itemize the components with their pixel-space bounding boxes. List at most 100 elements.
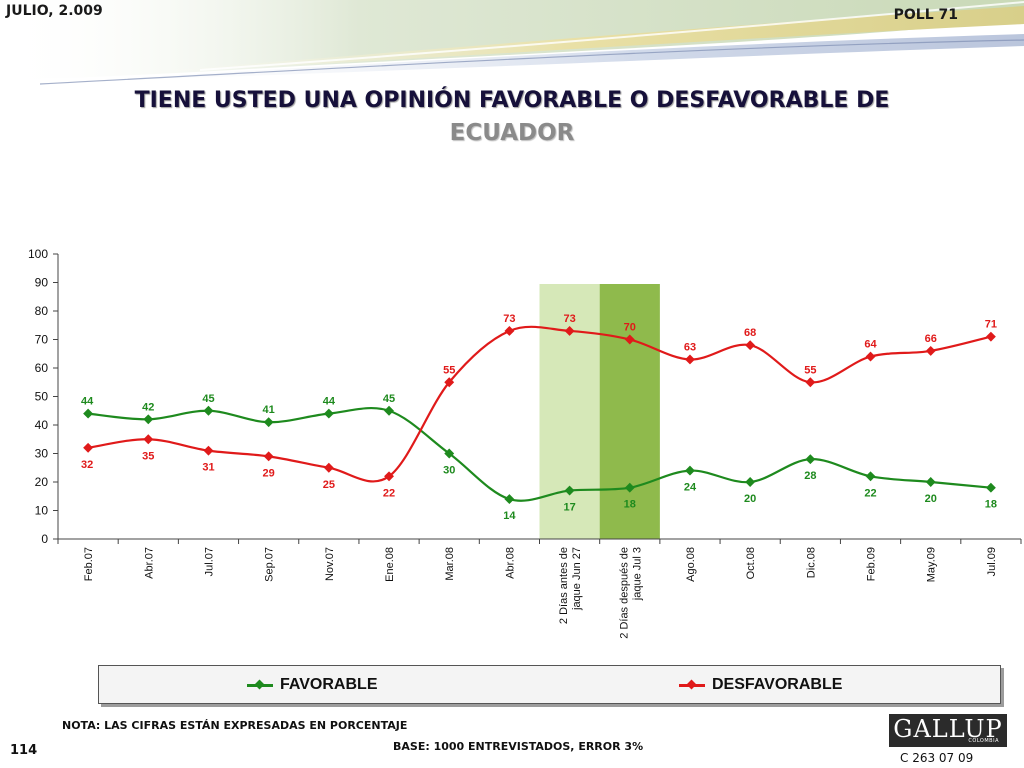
sample-base-note: BASE: 1000 ENTREVISTADOS, ERROR 3% (393, 740, 644, 753)
favorable-data-label: 14 (503, 510, 516, 522)
desfavorable-data-label: 68 (744, 327, 756, 339)
legend-item-favorable: FAVORABLE (247, 666, 377, 703)
favorable-point (83, 408, 94, 419)
favorable-point (263, 417, 274, 428)
legend-label-favorable: FAVORABLE (280, 675, 378, 693)
favorable-data-label: 45 (202, 393, 214, 405)
favorable-series-marker-icon (247, 678, 273, 692)
favorable-data-label: 24 (684, 482, 697, 494)
x-tick-label: Oct.08 (745, 547, 757, 579)
favorable-point (203, 405, 214, 416)
desfavorable-data-label: 66 (925, 333, 937, 345)
y-tick-label: 0 (41, 532, 48, 546)
desfavorable-series-line (87, 325, 992, 483)
chart-title-line2: ECUADOR (449, 120, 575, 146)
favorable-point (624, 482, 635, 493)
favorable-data-label: 44 (81, 396, 94, 408)
favorable-data-label: 44 (323, 396, 336, 408)
desfavorable-data-label: 71 (985, 319, 997, 331)
favorable-point (745, 477, 756, 487)
x-tick-label: Ago.08 (685, 547, 697, 582)
y-tick-label: 80 (35, 304, 49, 318)
desfavorable-data-label: 55 (443, 364, 455, 376)
footnote: NOTA: LAS CIFRAS ESTÁN EXPRESADAS EN POR… (62, 719, 408, 732)
desfavorable-data-label: 32 (81, 459, 93, 471)
favorable-series-line (87, 407, 992, 502)
poll-number: POLL 71 (893, 7, 958, 23)
favorable-point (985, 482, 996, 493)
favorable-point (504, 494, 515, 505)
favorable-data-label: 20 (925, 493, 937, 505)
desfavorable-point (685, 354, 695, 365)
logo-subtext: COLOMBIA (968, 738, 999, 744)
desfavorable-point (925, 345, 936, 356)
favorable-point (865, 471, 876, 482)
favorable-point (444, 448, 455, 459)
desfavorable-point (865, 351, 876, 362)
desfavorable-data-label: 31 (202, 462, 214, 474)
desfavorable-point (564, 326, 575, 336)
x-tick-label: Dic.08 (805, 547, 817, 578)
report-date: JULIO, 2.009 (6, 3, 103, 19)
line-chart: 0 10 20 30 40 50 60 70 80 90 100 Feb.07 Abr.07 Jul.07… (28, 247, 1022, 639)
favorable-data-label: 20 (744, 493, 756, 505)
desfavorable-point (985, 331, 996, 342)
favorable-data-label: 22 (864, 487, 876, 499)
favorable-data-label: 45 (383, 393, 395, 405)
x-tick-label: Sep.07 (264, 547, 276, 582)
desfavorable-point (83, 442, 94, 453)
desfavorable-data-label: 73 (563, 313, 575, 325)
favorable-point (143, 414, 154, 425)
desfavorable-data-label: 25 (323, 479, 335, 491)
desfavorable-point (263, 451, 274, 462)
desfavorable-data-label: 22 (383, 487, 395, 499)
x-tick-label: Abr.08 (504, 547, 516, 579)
desfavorable-point (745, 340, 756, 351)
desfavorable-data-label: 70 (624, 322, 636, 334)
y-tick-label: 60 (35, 361, 49, 375)
y-tick-label: 100 (28, 247, 48, 261)
x-tick-label: May.09 (926, 547, 938, 582)
chart-title-line1: TIENE USTED UNA OPINIÓN FAVORABLE O DESF… (134, 88, 890, 113)
favorable-data-label: 30 (443, 465, 455, 477)
desfavorable-data-label: 73 (503, 313, 515, 325)
desfavorable-data-label: 64 (864, 339, 877, 351)
x-tick-label: Feb.07 (83, 547, 95, 581)
favorable-data-label: 17 (563, 502, 575, 514)
y-tick-label: 10 (35, 504, 49, 518)
desfavorable-data-label: 63 (684, 341, 696, 353)
x-tick-label: Jul.09 (986, 547, 998, 576)
desfavorable-point (384, 471, 394, 482)
page-number: 114 (10, 743, 38, 758)
y-tick-label: 40 (35, 418, 49, 432)
legend-item-desfavorable: DESFAVORABLE (679, 666, 842, 703)
y-tick-label: 90 (35, 276, 49, 290)
y-tick-label: 50 (35, 390, 49, 404)
desfavorable-point (143, 434, 154, 445)
desfavorable-point (203, 445, 214, 456)
y-tick-label: 30 (35, 447, 49, 461)
favorable-point (384, 405, 394, 416)
x-tick-label: 2 Días después dejaque Jul 3 (618, 547, 643, 639)
favorable-point (323, 408, 334, 419)
desfavorable-point (323, 462, 334, 473)
desfavorable-data-label: 55 (804, 364, 816, 376)
favorable-data-label: 28 (804, 470, 816, 482)
x-tick-label: Nov.07 (324, 547, 336, 581)
desfavorable-series-marker-icon (679, 678, 705, 692)
desfavorable-point (504, 326, 515, 336)
gallup-logo: GALLUP COLOMBIA (889, 714, 1007, 747)
x-tick-label: Mar.08 (444, 547, 456, 581)
favorable-point (685, 465, 695, 476)
desfavorable-data-label: 35 (142, 450, 154, 462)
x-tick-label: 2 Días antes dejaque Jun 27 (558, 547, 583, 624)
chart-legend: FAVORABLE DESFAVORABLE (98, 665, 1001, 704)
x-tick-label: Ene.08 (384, 547, 396, 582)
desfavorable-data-label: 29 (263, 467, 275, 479)
favorable-data-label: 18 (624, 499, 636, 511)
desfavorable-point (444, 377, 455, 388)
x-tick-label: Abr.07 (143, 547, 155, 579)
desfavorable-point (805, 377, 816, 388)
